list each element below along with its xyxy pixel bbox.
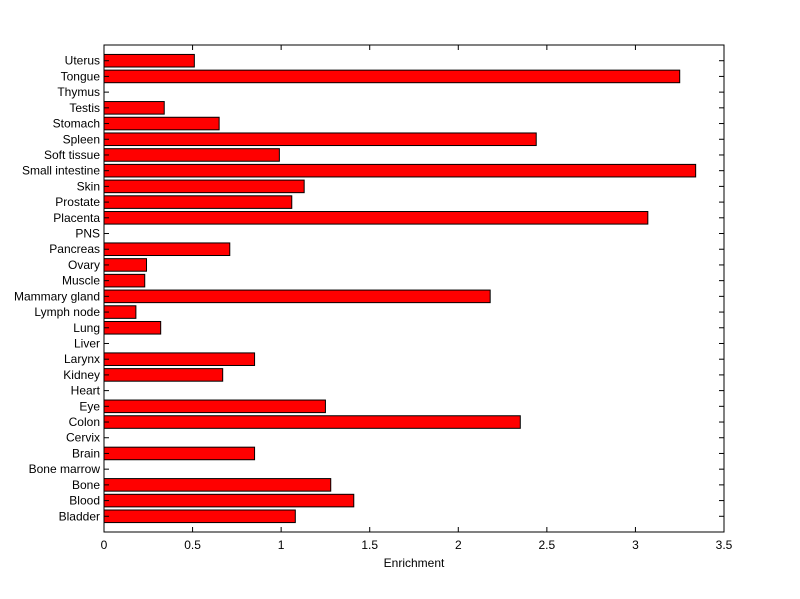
y-tick-label-eye: Eye [79,399,100,413]
y-tick-label-kidney: Kidney [63,368,100,382]
bar-mammary-gland [103,289,491,304]
y-tick-label-placenta: Placenta [53,211,100,225]
bar-lung [103,320,162,335]
y-tick-label-soft-tissue: Soft tissue [44,148,100,162]
bar-eye [103,399,326,414]
y-tick-label-cervix: Cervix [66,431,100,445]
bar-tongue [103,69,681,84]
x-ticks-group: 0 0.5 1 1.5 2 2.5 3 3.5 [101,45,733,552]
bar-blood [103,493,355,508]
y-tick-label-testis: Testis [69,101,100,115]
bar-muscle [103,273,146,288]
x-tick-label: 1 [278,538,285,552]
bar-soft-tissue [103,148,280,162]
x-tick-label: 2.5 [539,538,556,552]
bar-brain [103,446,256,461]
plot-frame [103,44,725,533]
bar-pancreas [103,242,231,257]
y-tick-label-brain: Brain [72,446,100,460]
x-tick-label: 0.5 [184,538,201,552]
y-tick-label-heart: Heart [71,384,101,398]
y-tick-label-pancreas: Pancreas [49,242,100,256]
bar-small-intestine [103,163,697,178]
x-tick-label: 3.5 [716,538,733,552]
bar-uterus [103,53,195,68]
bar-skin [103,179,305,194]
y-tick-label-tongue: Tongue [61,69,101,83]
y-tick-label-skin: Skin [77,179,100,193]
y-tick-label-colon: Colon [69,415,100,429]
y-tick-label-mammary-gland: Mammary gland [14,289,100,303]
y-tick-label-spleen: Spleen [63,132,100,146]
y-tick-label-thymus: Thymus [57,85,100,99]
bar-stomach [103,116,220,131]
bar-bladder [103,509,296,524]
y-tick-label-liver: Liver [74,336,100,350]
y-tick-label-prostate: Prostate [55,195,100,209]
bar-kidney [103,368,224,382]
x-tick-label: 1.5 [361,538,378,552]
x-axis-label: Enrichment [384,556,445,570]
y-tick-label-blood: Blood [69,494,100,508]
bar-ovary [103,258,148,272]
x-tick-label: 2 [455,538,462,552]
bar-colon [103,415,521,429]
bar-bone [103,478,332,492]
y-tick-label-pns: PNS [75,227,100,241]
bar-prostate [103,195,293,209]
y-tick-label-bone-marrow: Bone marrow [29,462,101,476]
bar-larynx [103,352,256,366]
bar-testis [103,101,165,115]
y-tick-label-lung: Lung [73,321,100,335]
bar-placenta [103,211,649,225]
y-tick-label-small-intestine: Small intestine [22,164,100,178]
bar-spleen [103,132,537,147]
x-tick-label: 3 [632,538,639,552]
y-tick-label-ovary: Ovary [68,258,100,272]
y-tick-label-uterus: Uterus [65,54,100,68]
y-tick-label-stomach: Stomach [53,117,100,131]
y-tick-label-bladder: Bladder [59,509,100,523]
x-tick-label: 0 [101,538,108,552]
y-tick-label-larynx: Larynx [64,352,100,366]
y-tick-label-muscle: Muscle [62,274,100,288]
y-tick-label-lymph-node: Lymph node [34,305,100,319]
y-tick-label-bone: Bone [72,478,100,492]
